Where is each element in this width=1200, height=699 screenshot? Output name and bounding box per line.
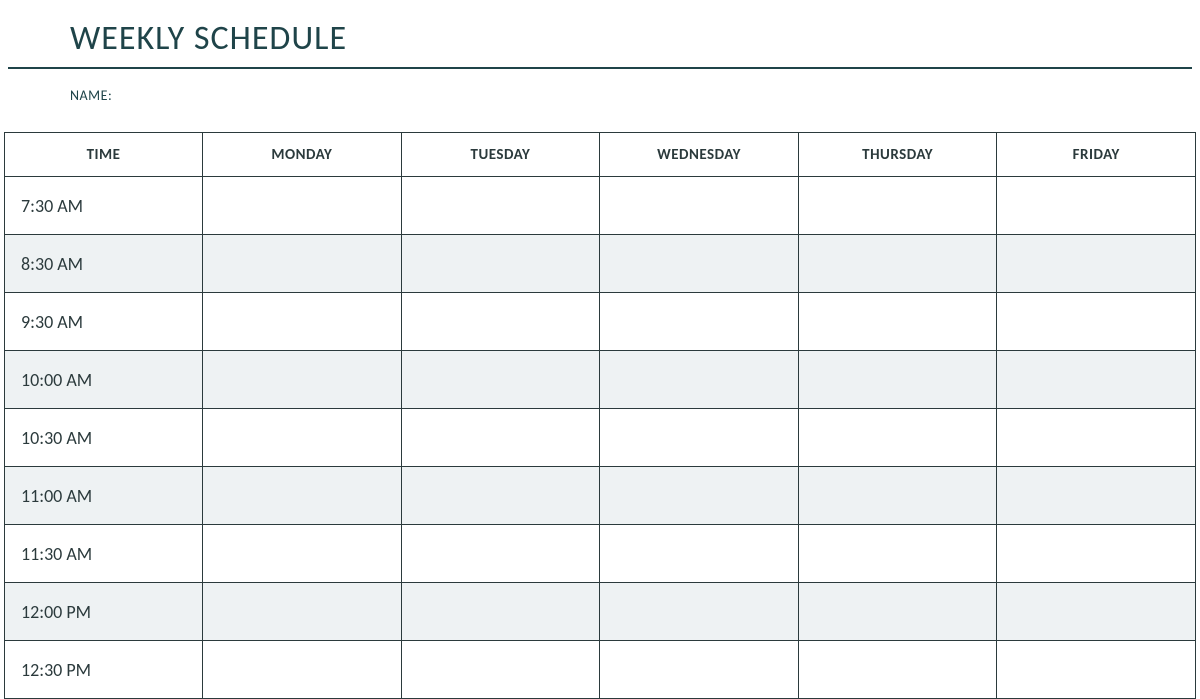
table-row: 9:30 AM (5, 293, 1196, 351)
header-day: THURSDAY (798, 133, 997, 177)
schedule-cell[interactable] (798, 293, 997, 351)
schedule-cell[interactable] (401, 583, 600, 641)
schedule-cell[interactable] (401, 235, 600, 293)
schedule-cell[interactable] (203, 641, 402, 699)
schedule-cell[interactable] (997, 351, 1196, 409)
table-row: 12:00 PM (5, 583, 1196, 641)
time-cell: 10:00 AM (5, 351, 203, 409)
schedule-cell[interactable] (401, 525, 600, 583)
schedule-cell[interactable] (401, 467, 600, 525)
schedule-cell[interactable] (203, 409, 402, 467)
header-time: TIME (5, 133, 203, 177)
header-day: FRIDAY (997, 133, 1196, 177)
schedule-cell[interactable] (401, 409, 600, 467)
schedule-cell[interactable] (798, 583, 997, 641)
schedule-cell[interactable] (600, 409, 799, 467)
schedule-cell[interactable] (203, 351, 402, 409)
time-cell: 10:30 AM (5, 409, 203, 467)
schedule-cell[interactable] (997, 293, 1196, 351)
schedule-cell[interactable] (997, 583, 1196, 641)
table-row: 10:30 AM (5, 409, 1196, 467)
schedule-cell[interactable] (600, 177, 799, 235)
name-field-row: NAME: (0, 69, 1200, 132)
table-row: 11:00 AM (5, 467, 1196, 525)
time-cell: 11:00 AM (5, 467, 203, 525)
schedule-cell[interactable] (401, 351, 600, 409)
schedule-cell[interactable] (997, 235, 1196, 293)
time-cell: 11:30 AM (5, 525, 203, 583)
time-cell: 8:30 AM (5, 235, 203, 293)
schedule-cell[interactable] (203, 467, 402, 525)
schedule-table: TIME MONDAY TUESDAY WEDNESDAY THURSDAY F… (4, 132, 1196, 699)
time-cell: 7:30 AM (5, 177, 203, 235)
time-cell: 12:30 PM (5, 641, 203, 699)
table-row: 8:30 AM (5, 235, 1196, 293)
schedule-cell[interactable] (798, 467, 997, 525)
schedule-cell[interactable] (600, 235, 799, 293)
schedule-cell[interactable] (203, 583, 402, 641)
schedule-cell[interactable] (798, 409, 997, 467)
table-row: 12:30 PM (5, 641, 1196, 699)
time-cell: 9:30 AM (5, 293, 203, 351)
schedule-cell[interactable] (203, 235, 402, 293)
page-title: WEEKLY SCHEDULE (0, 0, 1200, 67)
schedule-cell[interactable] (600, 525, 799, 583)
header-day: TUESDAY (401, 133, 600, 177)
schedule-cell[interactable] (798, 177, 997, 235)
schedule-cell[interactable] (203, 525, 402, 583)
schedule-cell[interactable] (798, 351, 997, 409)
schedule-cell[interactable] (203, 177, 402, 235)
schedule-cell[interactable] (203, 293, 402, 351)
schedule-cell[interactable] (401, 177, 600, 235)
schedule-cell[interactable] (600, 351, 799, 409)
weekly-schedule-page: WEEKLY SCHEDULE NAME: TIME MONDAY TUESDA… (0, 0, 1200, 698)
schedule-cell[interactable] (798, 641, 997, 699)
schedule-cell[interactable] (997, 467, 1196, 525)
time-cell: 12:00 PM (5, 583, 203, 641)
schedule-cell[interactable] (600, 583, 799, 641)
schedule-cell[interactable] (798, 235, 997, 293)
table-body: 7:30 AM8:30 AM9:30 AM10:00 AM10:30 AM11:… (5, 177, 1196, 699)
header-row: TIME MONDAY TUESDAY WEDNESDAY THURSDAY F… (5, 133, 1196, 177)
schedule-cell[interactable] (997, 409, 1196, 467)
name-label: NAME: (70, 87, 112, 104)
schedule-cell[interactable] (997, 641, 1196, 699)
table-row: 11:30 AM (5, 525, 1196, 583)
schedule-cell[interactable] (401, 641, 600, 699)
schedule-cell[interactable] (401, 293, 600, 351)
table-row: 10:00 AM (5, 351, 1196, 409)
schedule-cell[interactable] (600, 641, 799, 699)
table-head: TIME MONDAY TUESDAY WEDNESDAY THURSDAY F… (5, 133, 1196, 177)
schedule-cell[interactable] (997, 177, 1196, 235)
schedule-cell[interactable] (600, 293, 799, 351)
header-day: MONDAY (203, 133, 402, 177)
schedule-cell[interactable] (798, 525, 997, 583)
header-day: WEDNESDAY (600, 133, 799, 177)
table-row: 7:30 AM (5, 177, 1196, 235)
schedule-cell[interactable] (600, 467, 799, 525)
schedule-cell[interactable] (997, 525, 1196, 583)
